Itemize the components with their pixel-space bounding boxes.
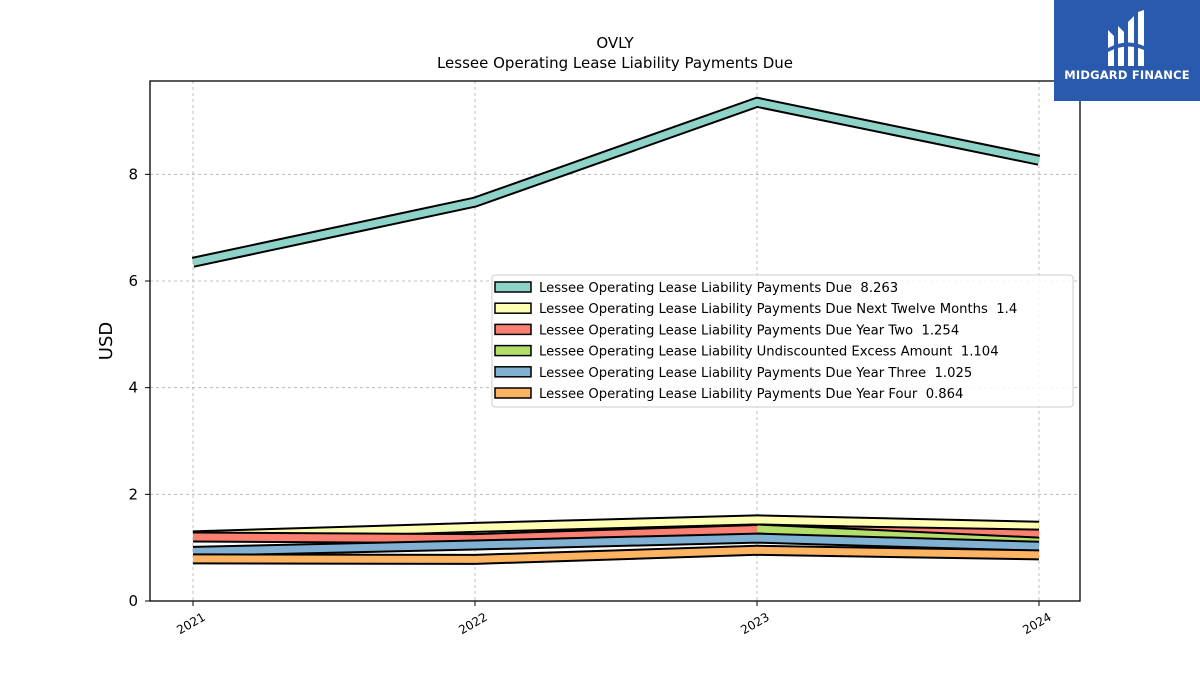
plot-frame <box>149 80 1081 602</box>
legend-box <box>491 274 1074 408</box>
x-tick-label: 2022 <box>456 610 489 637</box>
logo-mark-icon <box>1108 10 1144 66</box>
series-lines <box>191 96 1041 565</box>
y-tick-label: 6 <box>128 272 138 290</box>
series-line <box>192 546 1040 563</box>
legend-swatch <box>494 323 532 336</box>
legend-swatch <box>494 344 532 357</box>
legend-entry: Lessee Operating Lease Liability Undisco… <box>539 345 999 360</box>
series-line <box>192 534 1040 555</box>
legend-swatch <box>494 281 532 293</box>
legend-entry: Lessee Operating Lease Liability Payment… <box>539 302 1017 317</box>
y-tick-label: 8 <box>128 165 138 183</box>
y-tick-label: 0 <box>128 592 138 610</box>
midgard-finance-logo: MIDGARD FINANCE <box>1054 0 1200 101</box>
legend: Lessee Operating Lease Liability Payment… <box>491 274 1074 408</box>
logo-text: MIDGARD FINANCE <box>1064 68 1190 82</box>
legend-swatch <box>494 366 532 378</box>
y-axis-label: USD <box>96 322 117 360</box>
series-line <box>192 98 1040 266</box>
legend-entry: Lessee Operating Lease Liability Payment… <box>539 387 963 402</box>
legend-entry: Lessee Operating Lease Liability Payment… <box>539 366 972 381</box>
legend-swatch <box>494 387 532 399</box>
x-tick-label: 2024 <box>1020 610 1053 637</box>
chart-subtitle: Lessee Operating Lease Liability Payment… <box>437 54 793 72</box>
legend-entry: Lessee Operating Lease Liability Payment… <box>539 323 959 338</box>
y-tick-label: 4 <box>128 379 138 397</box>
y-tick-label: 2 <box>128 485 138 503</box>
legend-entry: Lessee Operating Lease Liability Payment… <box>539 281 898 296</box>
legend-swatch <box>494 302 532 314</box>
series-line <box>192 516 1040 540</box>
x-tick-label: 2021 <box>174 610 207 637</box>
x-tick-label: 2023 <box>738 610 771 637</box>
chart-title: OVLY <box>596 34 634 52</box>
